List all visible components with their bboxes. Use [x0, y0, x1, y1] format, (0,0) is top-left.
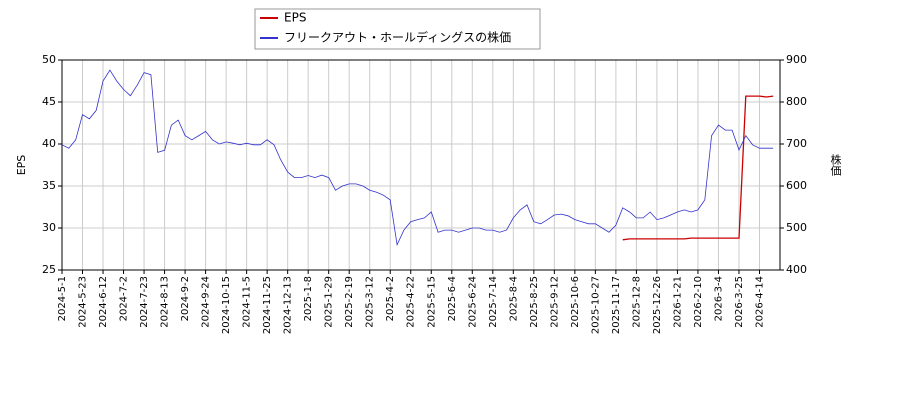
x-tick-label: 2025-3-12 [365, 276, 376, 328]
y2-tick-label: 700 [786, 137, 807, 150]
x-tick-label: 2025-12-8 [631, 276, 642, 328]
x-tick-label: 2024-9-24 [201, 276, 212, 328]
x-tick-label: 2025-6-24 [467, 276, 478, 328]
x-tick-label: 2024-8-13 [160, 276, 171, 328]
x-tick-label: 2025-1-8 [303, 276, 314, 321]
x-tick-label: 2026-3-25 [734, 276, 745, 328]
y2-tick-label: 600 [786, 179, 807, 192]
x-tick-label: 2025-8-4 [508, 276, 519, 321]
y2-tick-label: 900 [786, 53, 807, 66]
x-tick-label: 2024-11-5 [242, 276, 253, 328]
series-line [622, 95, 774, 241]
y-tick-label: 25 [42, 263, 56, 276]
x-tick-label: 2025-9-12 [549, 276, 560, 328]
x-tick-label: 2025-7-14 [488, 276, 499, 328]
plot-frame [61, 59, 781, 271]
series-line [61, 69, 774, 247]
x-tick-label: 2025-4-22 [406, 276, 417, 328]
x-tick-label: 2024-10-15 [221, 276, 232, 334]
x-tick-label: 2025-10-27 [590, 276, 601, 334]
x-tick-label: 2025-6-4 [447, 276, 458, 321]
y2-axis-label: 株価 [829, 153, 842, 176]
y-tick-label: 35 [42, 179, 56, 192]
y-tick-label: 40 [42, 137, 56, 150]
x-tick-label: 2025-2-19 [344, 276, 355, 328]
x-tick-label: 2024-12-13 [283, 276, 294, 334]
x-tick-label: 2024-7-2 [119, 276, 130, 321]
x-tick-label: 2026-4-14 [754, 276, 765, 328]
legend-label: フリークアウト・ホールディングスの株価 [284, 30, 511, 45]
y2-tick-label: 800 [786, 95, 807, 108]
y-tick-label: 45 [42, 95, 56, 108]
x-tick-label: 2024-5-1 [57, 276, 68, 321]
y-axis-label: EPS [15, 155, 28, 176]
x-tick-label: 2025-11-17 [611, 276, 622, 334]
x-tick-label: 2025-8-25 [529, 276, 540, 328]
legend-box [254, 8, 541, 50]
x-tick-label: 2025-5-15 [426, 276, 437, 328]
x-tick-label: 2024-9-2 [180, 276, 191, 321]
x-tick-label: 2024-6-12 [98, 276, 109, 328]
x-tick-label: 2024-11-25 [262, 276, 273, 334]
x-tick-label: 2024-5-23 [78, 276, 89, 328]
x-tick-label: 2026-2-10 [693, 276, 704, 328]
y-tick-label: 30 [42, 221, 56, 234]
legend-label: EPS [284, 11, 306, 25]
x-tick-label: 2025-10-6 [570, 276, 581, 328]
x-tick-label: 2026-1-21 [672, 276, 683, 328]
x-tick-label: 2024-7-23 [139, 276, 150, 328]
y2-tick-label: 400 [786, 263, 807, 276]
x-tick-label: 2025-1-29 [324, 276, 335, 328]
x-tick-label: 2025-12-26 [652, 276, 663, 334]
y2-tick-label: 500 [786, 221, 807, 234]
x-tick-label: 2025-4-2 [385, 276, 396, 321]
x-tick-label: 2026-3-4 [713, 276, 724, 321]
plot-area [62, 60, 780, 270]
y-tick-label: 50 [42, 53, 56, 66]
